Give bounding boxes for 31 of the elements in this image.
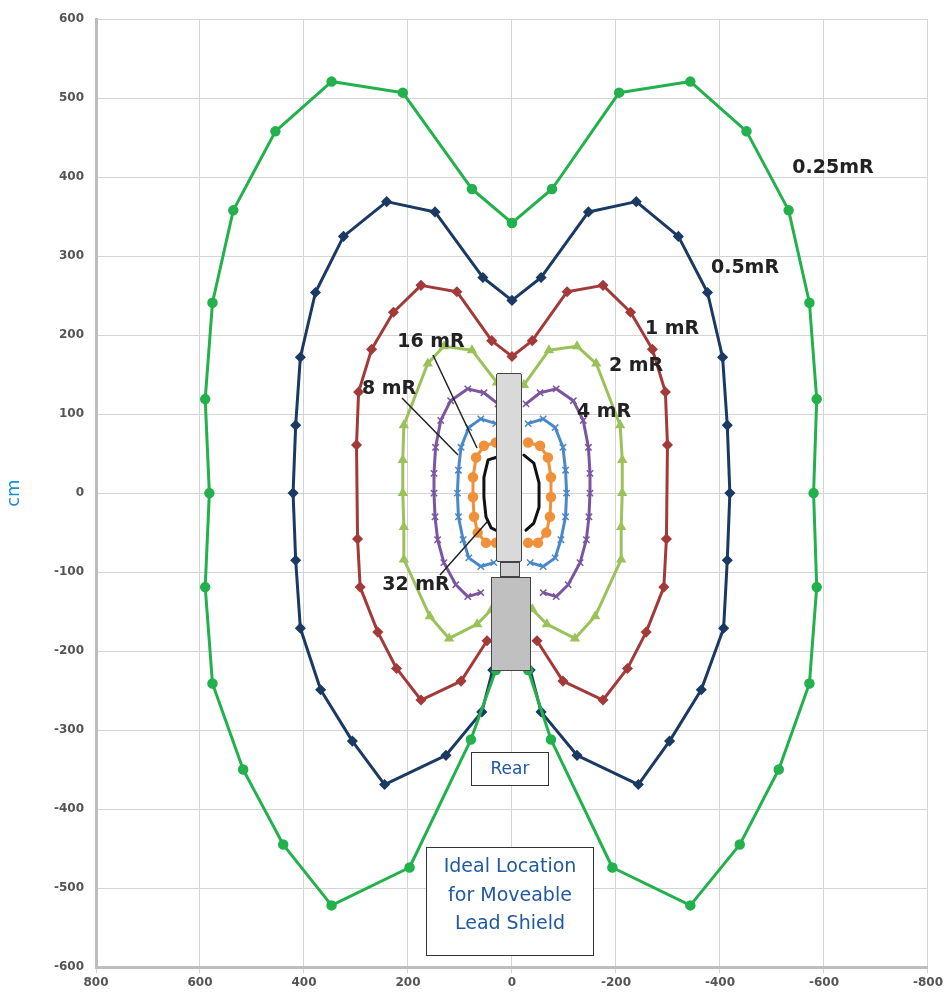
y-tick-label: 100	[58, 406, 84, 421]
x-tick-label: 800	[83, 975, 109, 990]
x-tick-label: 0	[507, 975, 517, 990]
text: 8 mR	[361, 375, 417, 398]
series-label: 0.5mR	[710, 254, 780, 277]
x-tick-label: 400	[291, 975, 317, 990]
x-tick-label: -400	[704, 975, 735, 990]
y-tick-label: 0	[75, 485, 84, 500]
annotation: Rear	[471, 752, 549, 786]
annotation: Ideal Location for Moveable Lead Shield	[426, 847, 594, 956]
text: 16 mR	[397, 328, 466, 351]
y-tick-label: -400	[53, 801, 84, 816]
x-tick-label: -800	[912, 975, 943, 990]
y-tick-label: 300	[58, 248, 84, 263]
y-tick-label: 600	[58, 11, 84, 26]
series-label: 1 mR	[644, 315, 700, 338]
y-tick-label: -200	[53, 643, 84, 658]
y-tick-label: -100	[53, 564, 84, 579]
y-tick-label: 200	[58, 327, 84, 342]
x-tick-label: 200	[395, 975, 421, 990]
series-label: 0.25mR	[792, 154, 875, 177]
y-tick-label: 400	[58, 169, 84, 184]
y-tick-label: -600	[53, 959, 84, 974]
y-tick-label: -300	[53, 722, 84, 737]
y-axis-title: cm	[2, 479, 24, 507]
y-tick-label: 500	[58, 90, 84, 105]
x-tick-label: -200	[600, 975, 632, 990]
x-tick-label: -600	[808, 975, 839, 990]
x-tick-label: 600	[187, 975, 213, 990]
text: 32 mR	[382, 571, 451, 594]
y-tick-label: -500	[53, 880, 84, 895]
